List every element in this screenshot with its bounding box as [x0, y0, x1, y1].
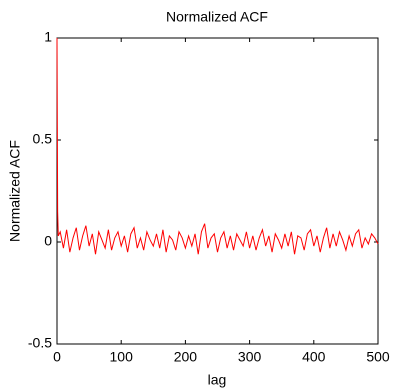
y-tick-label: -0.5: [28, 335, 52, 351]
x-tick-label: 400: [302, 349, 326, 365]
x-tick-label: 500: [366, 349, 390, 365]
x-tick-label: 100: [110, 349, 134, 365]
x-tick-label: 300: [238, 349, 262, 365]
data-line: [56, 37, 379, 255]
plot-frame: [56, 37, 379, 345]
y-axis-label: Normalized ACF: [7, 140, 23, 242]
x-tick-label: 200: [174, 349, 198, 365]
chart-title: Normalized ACF: [166, 9, 268, 25]
y-tick-label: 1: [44, 29, 52, 45]
x-axis-label: lag: [208, 372, 227, 388]
y-tick-label: 0.5: [33, 131, 53, 147]
y-tick-label: 0: [44, 233, 52, 249]
x-tick-label: 0: [53, 349, 61, 365]
